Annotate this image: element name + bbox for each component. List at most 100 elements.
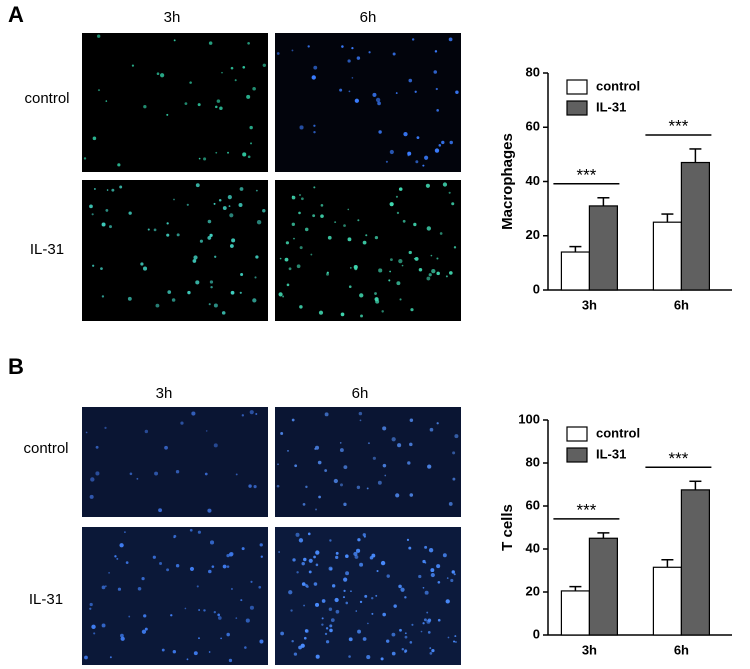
cell-dot [391,437,396,442]
cell-dot [170,614,173,617]
cell-dot [354,98,359,103]
cell-dot [452,451,456,455]
cell-dot [211,565,215,568]
cell-dot [229,244,234,248]
cell-dot [437,618,441,622]
cell-dot [209,233,213,238]
cell-dot [166,113,169,116]
cell-dot [386,574,390,578]
cell-dot [339,88,343,92]
cell-dot [143,614,147,618]
cell-dot [318,310,324,315]
cell-dot [117,163,121,167]
cell-dot [357,219,360,222]
cell-dot [209,540,215,545]
x-tick-label: 3h [582,297,597,312]
cell-dot [216,99,221,103]
cell-dot [253,485,257,489]
cell-dot [398,259,403,264]
cell-dot [184,607,187,610]
cell-dot [315,508,317,511]
cell-dot [89,494,94,499]
cell-dot [358,411,363,416]
cell-dot [302,502,306,506]
cell-dot [136,477,139,480]
cell-dot [193,255,198,260]
cell-dot [229,213,234,218]
cell-dot [124,531,126,533]
cell-dot [367,622,369,625]
cell-dot [348,90,351,93]
cell-dot [420,630,423,633]
cell-dot [327,235,332,240]
bar [652,221,683,291]
cell-dot [147,228,150,231]
cell-dot [184,102,188,106]
cell-dot [345,601,349,605]
cell-dot [313,555,316,559]
cell-dot [385,160,388,163]
cell-dot [299,305,303,309]
cell-dot [258,585,262,589]
cell-dot [368,51,371,54]
cell-dot [203,609,206,612]
cell-dot [291,222,295,226]
cell-dot [255,189,258,192]
micrograph [82,180,268,321]
column-label: 3h [164,9,181,26]
cell-dot [408,78,413,83]
cell-dot [203,157,207,161]
cell-dot [454,434,459,439]
bar [680,161,711,291]
cell-dot [407,151,412,156]
cell-dot [399,298,402,301]
cell-dot [448,37,453,42]
cell-dot [409,493,414,497]
bar [680,489,711,636]
cell-dot [246,94,251,99]
y-tick-label: 60 [526,119,540,134]
cell-dot [207,235,212,240]
cell-dot [418,267,423,272]
cell-dot [197,530,201,534]
y-axis-label: T cells [499,504,516,551]
cell-dot [364,594,368,598]
cell-dot [95,471,100,476]
bar [588,537,619,636]
cell-dot [241,414,245,417]
cell-dot [195,183,200,188]
column-label: 6h [352,385,369,402]
cell-dot [347,59,351,63]
cell-dot [288,267,292,271]
cell-dot [244,646,247,649]
cell-dot [92,264,95,267]
cell-dot [207,508,212,513]
cell-dot [313,186,316,189]
cell-dot [292,558,296,562]
cell-dot [436,109,439,112]
cell-dot [436,257,439,260]
cell-dot [210,285,213,289]
cell-dot [252,86,256,91]
cell-dot [343,577,348,582]
cell-dot [451,202,455,206]
cell-dot [231,238,236,243]
cell-dot [97,89,101,92]
cell-dot [401,648,405,651]
cell-dot [227,195,232,200]
cell-dot [230,587,233,590]
legend-label: control [596,78,640,93]
cell-dot [320,204,324,207]
cell-dot [109,225,112,229]
cell-dot [399,628,402,632]
cell-dot [197,103,201,107]
cell-dot [366,655,371,660]
cell-dot [372,92,377,97]
cell-dot [198,609,201,611]
cell-dot [376,569,379,573]
cell-dot [207,219,212,224]
cell-dot [382,463,387,468]
cell-dot [254,276,257,279]
cell-dot [141,576,145,581]
cell-dot [213,202,216,205]
